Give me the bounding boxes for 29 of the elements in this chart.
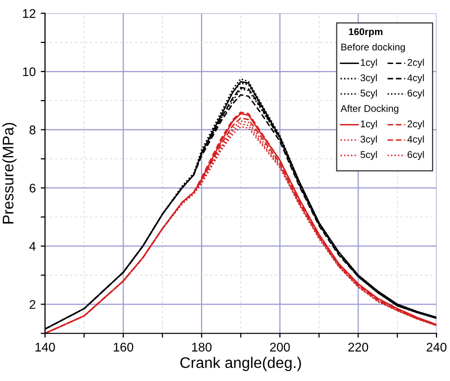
y-tick-label: 12 [23,9,36,18]
x-tick-label: 180 [192,342,212,352]
legend-label: 1cyl [360,120,377,130]
legend-label: 6cyl [408,150,424,160]
legend-label: 2cyl [408,58,424,68]
x-axis-title: Crank angle(deg.) [180,356,301,372]
legend-label: 1cyl [360,58,377,68]
x-tick-label: 140 [36,342,55,352]
legend-label: 5cyl [360,150,377,160]
x-tick-label: 240 [426,342,446,352]
y-tick-label: 6 [30,184,36,193]
y-tick-label: 4 [29,242,36,251]
y-tick-label: 8 [30,126,36,134]
annotation: After Docking [340,104,398,114]
x-tick-label: 160 [114,342,134,352]
legend-title: 160rpm [349,28,382,38]
y-axis-title: Pressure(MPa) [2,122,17,224]
y-tick-label: 10 [23,67,36,76]
x-tick-label: 200 [270,342,290,352]
legend-label: 5cyl [360,89,377,99]
x-tick-label: 220 [348,342,368,352]
legend-label: 4cyl [407,74,424,84]
legend-label: 6cyl [408,89,424,99]
y-tick-label: 2 [30,300,36,309]
legend-label: 4cyl [407,136,424,145]
legend-label: 3cyl [360,136,377,145]
legend-label: 3cyl [360,74,377,84]
annotation: Before docking [341,43,405,52]
legend-label: 2cyl [408,120,424,130]
